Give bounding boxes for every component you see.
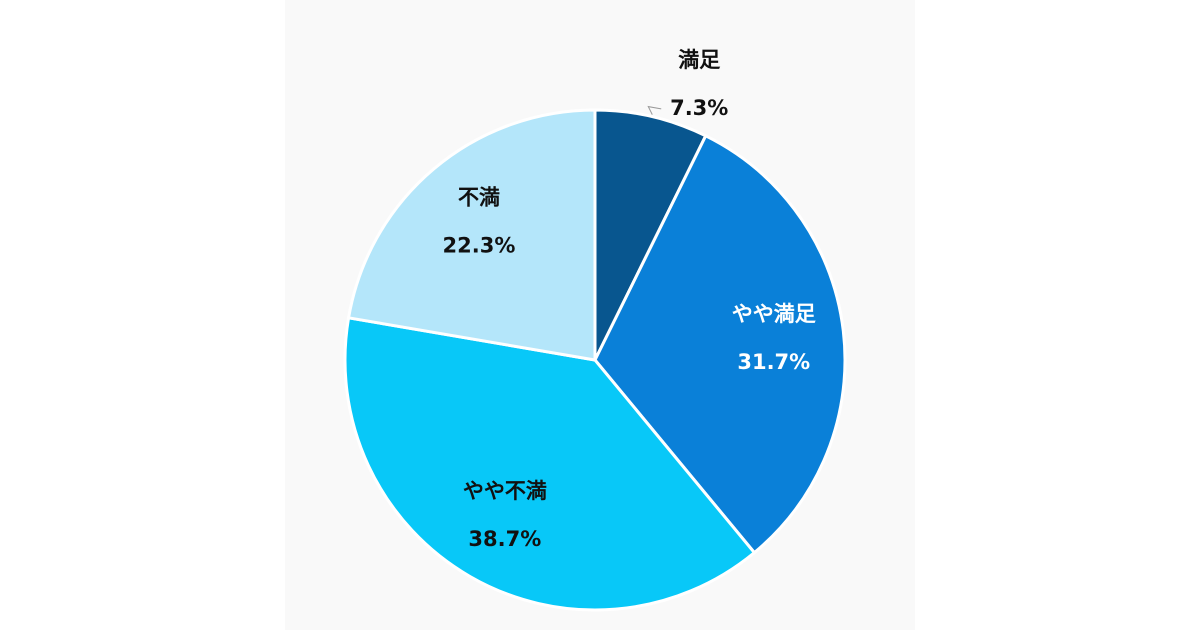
pie-slice bbox=[346, 108, 597, 362]
slice-label: 満足 bbox=[678, 48, 720, 72]
value-label: 31.7% bbox=[737, 350, 810, 374]
pie-slice bbox=[593, 108, 708, 361]
value-label: 7.3% bbox=[670, 96, 728, 120]
slice-label: やや不満 bbox=[463, 479, 547, 503]
pie-slice bbox=[343, 316, 757, 612]
value-label: 38.7% bbox=[468, 527, 541, 551]
slice-label: 不満 bbox=[458, 185, 500, 209]
pie-slice bbox=[593, 133, 847, 555]
value-label: 22.3% bbox=[443, 233, 516, 257]
leader-line bbox=[647, 105, 662, 115]
slice-label: やや満足 bbox=[732, 302, 816, 326]
